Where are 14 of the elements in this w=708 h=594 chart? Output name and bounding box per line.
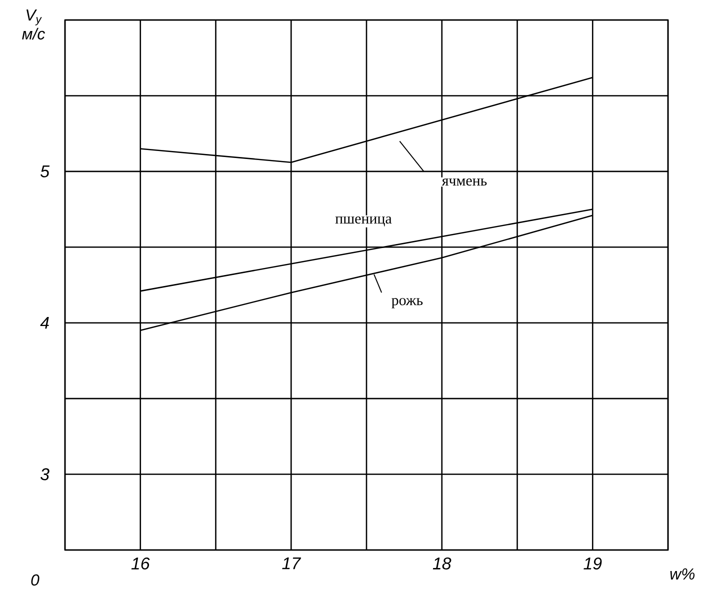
legend-label: рожь bbox=[392, 298, 423, 308]
x-tick-label: 16 bbox=[131, 558, 150, 570]
text: ячмень bbox=[442, 178, 487, 186]
y-tick-label: 4 bbox=[40, 317, 49, 329]
y-tick-label: 5 bbox=[40, 166, 50, 178]
text: 0 bbox=[31, 574, 40, 586]
x-tick-label: 17 bbox=[282, 558, 302, 570]
x-tick-label: 18 bbox=[432, 558, 452, 570]
line-series bbox=[140, 214, 594, 332]
x-tick-label: 19 bbox=[584, 558, 602, 570]
y-tick-label: 3 bbox=[40, 468, 50, 480]
y-axis-title: V$_{y}$ м/с bbox=[22, 10, 45, 40]
series-label: пшеница bbox=[335, 216, 392, 226]
x-axis-title: w% bbox=[670, 568, 695, 580]
